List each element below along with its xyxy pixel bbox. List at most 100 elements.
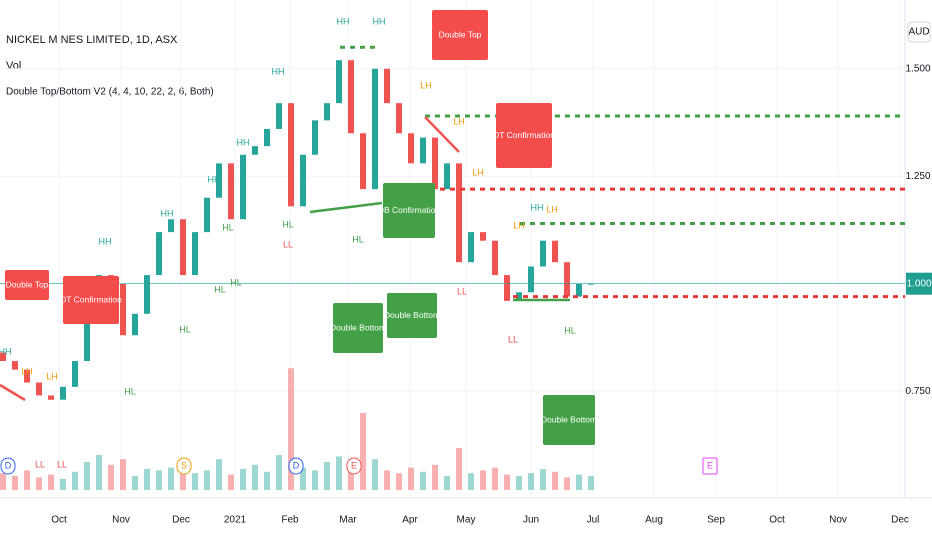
pivot-label: LL [457, 286, 467, 296]
currency[interactable]: AUD [908, 27, 929, 38]
pivot-label: LL [508, 334, 518, 344]
candle [312, 120, 318, 155]
volume-bar [312, 470, 318, 490]
volume-bar [288, 368, 294, 490]
event-marker [346, 457, 362, 475]
candle [204, 197, 210, 233]
pivot-label: LH [453, 116, 465, 126]
volume-bar [48, 474, 54, 490]
callout-box [63, 276, 119, 324]
candle [480, 232, 486, 241]
candle [348, 60, 354, 134]
candle [156, 232, 162, 276]
x-tick-label: Oct [51, 515, 67, 526]
callout-text: DB Confirmation [378, 205, 441, 215]
candle [132, 313, 138, 336]
plot: Oct Nov Dec 2021 Feb Mar Apr May Jun Jul Aug Sep Oct… [0, 0, 932, 526]
candle [588, 283, 594, 285]
callout-box [5, 270, 49, 300]
currency-box[interactable] [907, 21, 931, 43]
candle [540, 240, 546, 267]
candle [324, 103, 330, 121]
x-tick-label: 2021 [224, 515, 247, 526]
candle [432, 137, 438, 190]
candle [48, 395, 54, 400]
volume-bar [336, 456, 342, 490]
callout-box [387, 293, 437, 338]
candle [168, 219, 174, 233]
volume-bar [108, 464, 114, 490]
volume-bar [240, 469, 246, 490]
volume-bar [204, 470, 210, 490]
candle [252, 146, 258, 155]
volume-bar [360, 413, 366, 490]
pivot-label: LL [57, 459, 67, 469]
x-tick-label: Nov [829, 515, 847, 526]
pivot-label: HL [282, 219, 294, 229]
candle [408, 133, 414, 164]
pivot-label: HH [272, 66, 285, 76]
volume-bar [168, 467, 174, 490]
y-tick-label: 1.250 [905, 171, 930, 182]
candle [228, 163, 234, 220]
callout-box [496, 103, 552, 168]
candle [336, 60, 342, 104]
volume-bar [216, 459, 222, 490]
candle [276, 103, 282, 129]
pivot-label: HL [214, 284, 226, 294]
event-label: E [707, 460, 713, 470]
y-tick-label: 1.500 [905, 63, 930, 74]
volume-bar [300, 467, 306, 490]
volume-bar [492, 467, 498, 490]
x-tick-label: Dec [891, 515, 909, 526]
callout-text: Double Top [6, 279, 49, 289]
candle [60, 386, 66, 400]
event-marker [176, 457, 192, 475]
last-price-tag [906, 272, 932, 295]
candle [516, 292, 522, 301]
volume-bar [480, 470, 486, 490]
volume-bar [348, 464, 354, 490]
candle [504, 275, 510, 301]
pivot-label: HL [564, 325, 576, 335]
volume-bar [372, 459, 378, 490]
candle [468, 232, 474, 263]
volume-bar [324, 462, 330, 490]
trend-line [0, 383, 26, 402]
volume-label: Vol [6, 60, 21, 72]
volume-bar [516, 476, 522, 490]
pivot-label: HL [222, 222, 234, 232]
event-marker [288, 457, 304, 475]
candle [180, 219, 186, 276]
pivot-label: HL [124, 386, 136, 396]
volume-bar [60, 478, 66, 490]
volume-bar [552, 471, 558, 490]
candle [84, 318, 90, 362]
volume-bar [276, 455, 282, 490]
volume-bar [540, 469, 546, 490]
volume-bar [396, 473, 402, 490]
x-tick-label: Jul [587, 515, 600, 526]
volume-bar [84, 462, 90, 490]
volume-bar [156, 470, 162, 490]
volume-bar [456, 448, 462, 490]
volume-bar [420, 471, 426, 490]
candle [288, 103, 294, 207]
volume-bar [24, 470, 30, 490]
volume-bar [228, 474, 234, 490]
candle [300, 154, 306, 207]
candle [36, 382, 42, 396]
volume-bar [12, 476, 18, 490]
x-tick-label: Feb [281, 515, 299, 526]
candle [240, 154, 246, 220]
pivot-label: HH [208, 174, 221, 184]
event-label: D [293, 460, 300, 470]
pivot-label: HH [373, 16, 386, 26]
callout-text: Double Bottom [384, 310, 440, 320]
x-tick-label: Nov [112, 515, 130, 526]
candle [492, 240, 498, 276]
pivot-label: LL [35, 459, 45, 469]
callout-box [432, 10, 488, 60]
candle [72, 361, 78, 387]
volume-bar [408, 467, 414, 490]
